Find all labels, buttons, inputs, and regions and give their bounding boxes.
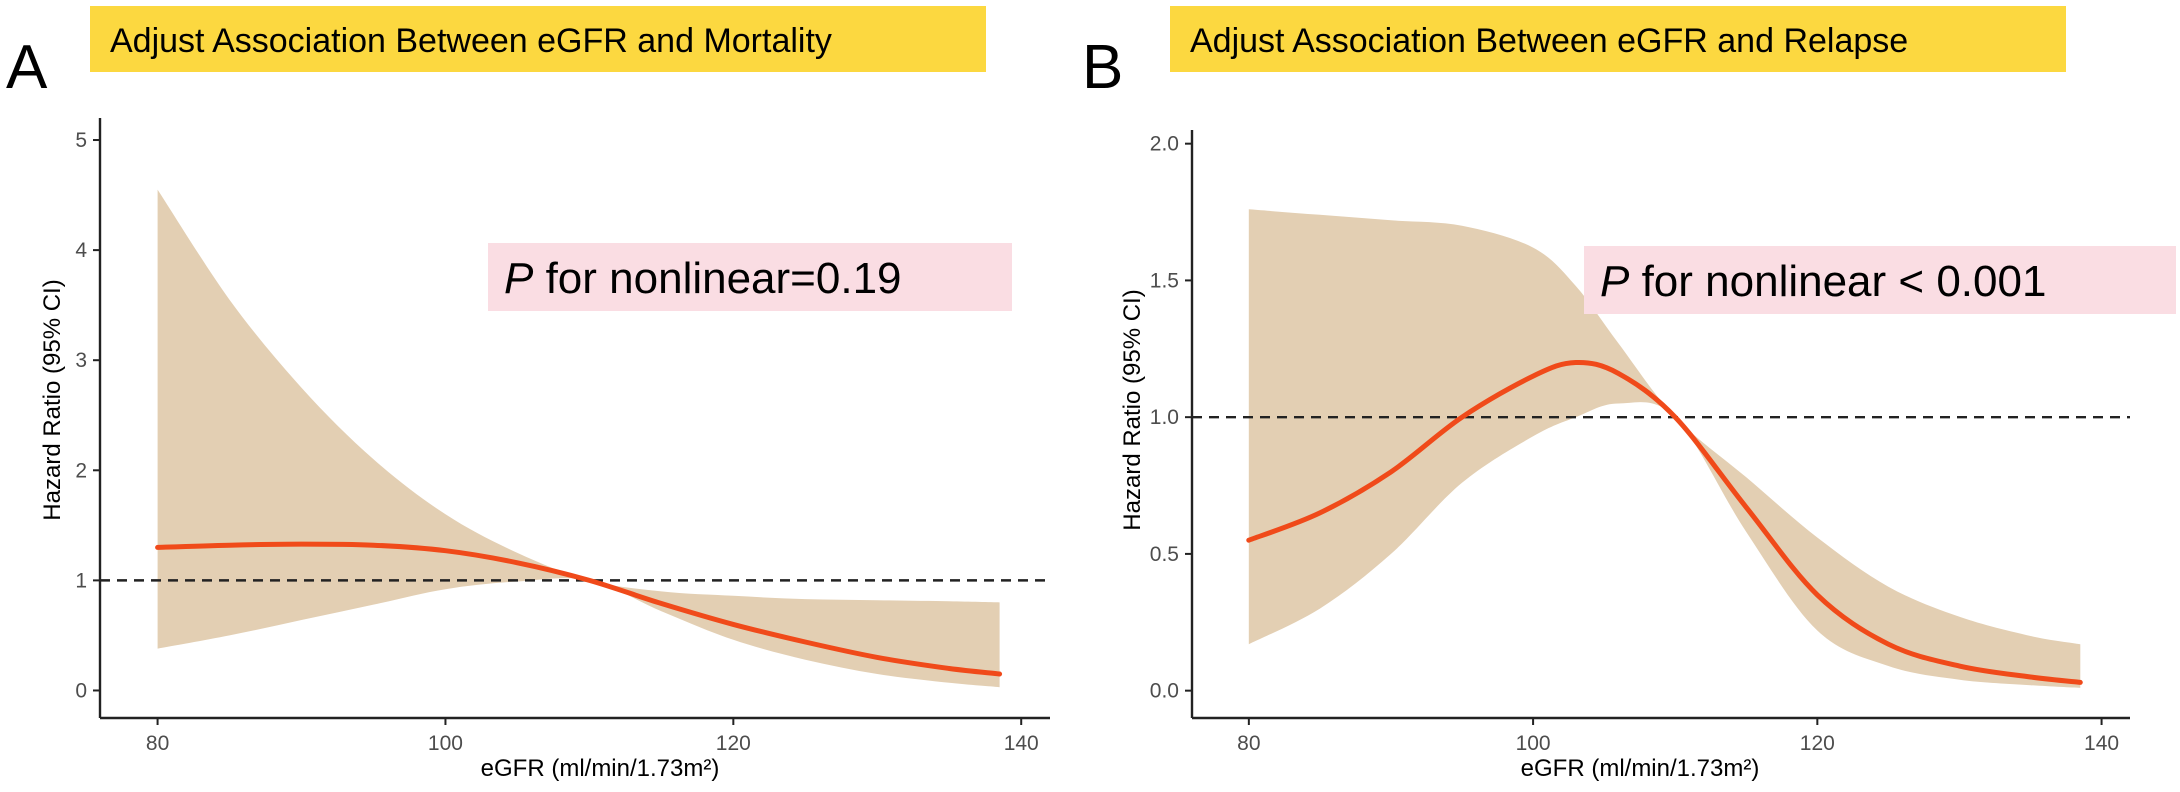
title-a-background xyxy=(90,6,986,72)
hazard-ratio-line-a xyxy=(155,541,1003,677)
hazard-ratio-line-b xyxy=(1246,359,2083,685)
x-ticks-a: 80 100 120 140 xyxy=(146,718,1039,755)
y-tick-label: 1.0 xyxy=(1150,406,1179,429)
x-tick-label: 140 xyxy=(1004,732,1039,755)
annotation-a: P for nonlinear=0.19 xyxy=(504,254,902,303)
ci-band-a xyxy=(157,189,1000,688)
y-tick-label: 5 xyxy=(75,129,87,152)
x-axis-label-a: eGFR (ml/min/1.73m²) xyxy=(481,755,720,782)
y-tick-label: 3 xyxy=(75,349,87,372)
x-tick-label: 100 xyxy=(1516,732,1551,755)
y-ticks-b: 0.0 0.5 1.0 1.5 2.0 xyxy=(1150,133,1192,703)
x-tick-label: 100 xyxy=(428,732,463,755)
title-b: Adjust Association Between eGFR and Rela… xyxy=(1190,22,1908,60)
y-ticks-a: 0 1 2 3 4 5 xyxy=(75,129,100,702)
annotation-b-text: for nonlinear < 0.001 xyxy=(1629,257,2046,306)
y-tick-label: 1 xyxy=(75,569,87,592)
title-b-background xyxy=(1170,6,2066,72)
x-axis-label-b: eGFR (ml/min/1.73m²) xyxy=(1521,755,1760,782)
annotation-b: P for nonlinear < 0.001 xyxy=(1600,257,2046,306)
y-tick-label: 4 xyxy=(75,239,87,262)
y-tick-label: 0 xyxy=(75,679,87,702)
x-tick-label: 80 xyxy=(1237,732,1260,755)
y-axis-label-a: Hazard Ratio (95% CI) xyxy=(39,279,66,520)
annotation-a-text: for nonlinear=0.19 xyxy=(533,254,901,303)
y-axis-label-b: Hazard Ratio (95% CI) xyxy=(1119,289,1146,530)
x-tick-label: 120 xyxy=(716,732,751,755)
x-tick-label: 120 xyxy=(1800,732,1835,755)
y-tick-label: 0.0 xyxy=(1150,680,1179,703)
x-tick-label: 80 xyxy=(146,732,169,755)
annotation-a-italic: P xyxy=(504,254,534,303)
y-tick-label: 2 xyxy=(75,459,87,482)
y-tick-label: 1.5 xyxy=(1150,269,1179,292)
panel-letter-b: B xyxy=(1082,33,1123,102)
annotation-b-italic: P xyxy=(1600,257,1630,306)
panel-letter-a: A xyxy=(6,33,48,102)
ci-band-b xyxy=(1248,209,2081,688)
plot-b: 0.0 0.5 1.0 1.5 2.0 80 100 120 140 xyxy=(1150,130,2130,755)
panel-a: A Adjust Association Between eGFR and Mo… xyxy=(6,6,1050,782)
x-tick-label: 140 xyxy=(2084,732,2119,755)
annotation-a-background xyxy=(488,243,1012,311)
y-tick-label: 0.5 xyxy=(1150,543,1179,566)
annotation-b-background xyxy=(1584,246,2176,314)
x-ticks-b: 80 100 120 140 xyxy=(1237,718,2119,755)
plot-a: 0 1 2 3 4 5 80 100 120 140 xyxy=(75,118,1050,755)
title-a: Adjust Association Between eGFR and Mort… xyxy=(110,22,832,60)
y-tick-label: 2.0 xyxy=(1150,133,1179,156)
panel-b: B Adjust Association Between eGFR and Re… xyxy=(1082,6,2176,782)
